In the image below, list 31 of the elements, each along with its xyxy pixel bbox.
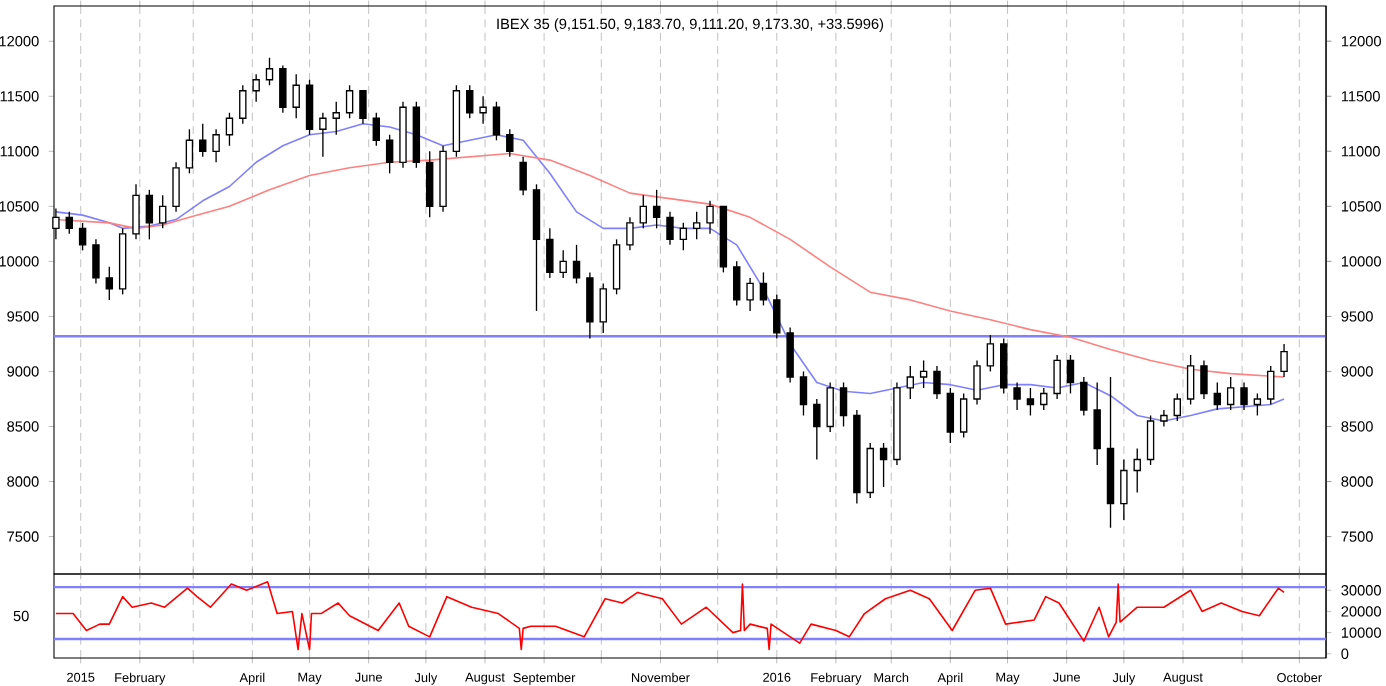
candlestick [1280, 343, 1288, 378]
candlestick [853, 409, 861, 505]
candlestick [666, 211, 674, 246]
candlestick [706, 200, 714, 235]
candlestick [92, 238, 100, 285]
candlestick [1013, 381, 1021, 411]
candlestick [1120, 458, 1128, 521]
candlestick [439, 145, 447, 213]
candlestick [893, 381, 901, 466]
line-series [55, 581, 1285, 651]
candlestick [786, 326, 794, 384]
candlestick [1053, 354, 1061, 400]
candlestick [132, 183, 140, 241]
candlestick [1106, 376, 1115, 529]
candlestick [626, 216, 634, 252]
candlestick [586, 271, 594, 340]
candlestick [1160, 409, 1168, 428]
candlestick [319, 112, 327, 158]
candlestick [1200, 359, 1208, 400]
candlestick [172, 161, 180, 213]
candlestick [933, 365, 941, 400]
candlestick [973, 359, 981, 406]
candlestick [1240, 381, 1248, 411]
candlestick [252, 73, 260, 103]
candlestick [546, 227, 554, 279]
candlestick [479, 95, 487, 125]
candlestick [212, 128, 220, 163]
candlestick [279, 64, 287, 114]
candlestick [399, 101, 407, 169]
candlestick [519, 156, 527, 196]
candlestick [746, 277, 754, 312]
